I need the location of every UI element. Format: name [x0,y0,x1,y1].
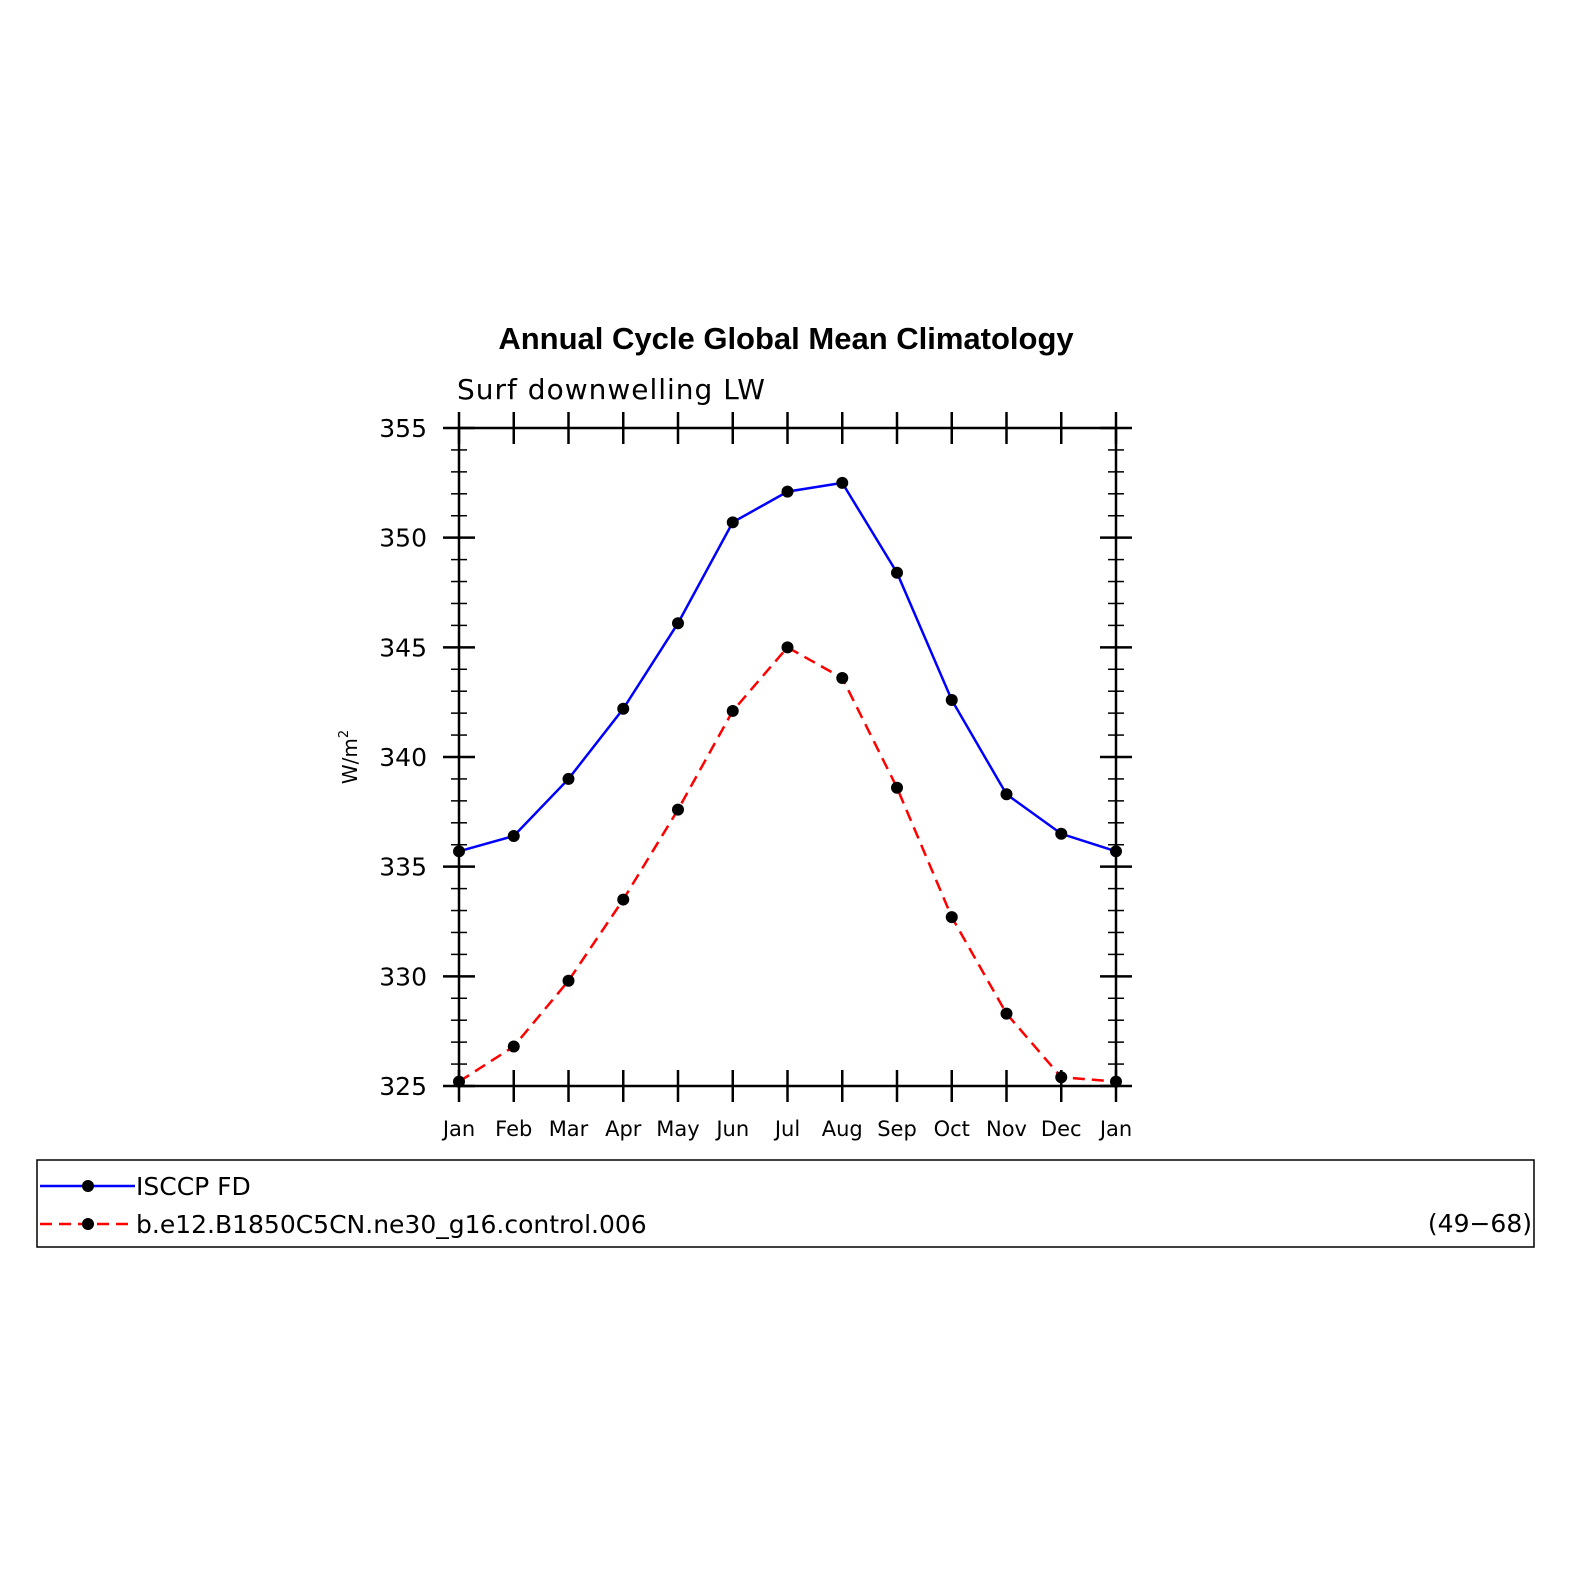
x-tick-label: Feb [495,1117,532,1141]
y-tick-label: 345 [379,633,427,662]
data-point [1000,788,1013,801]
data-point [836,476,849,489]
y-axis-label: W/m2 [337,730,362,784]
plot-border [457,426,1118,1088]
data-point [726,516,739,529]
x-tick-label: Nov [986,1117,1027,1141]
data-point [507,829,520,842]
legend-label: b.e12.B1850C5CN.ne30_g16.control.006 [136,1210,647,1239]
data-point [617,893,630,906]
x-tick-label: Apr [605,1117,642,1141]
data-point [617,702,630,715]
series-line [458,481,1117,853]
data-point [1055,827,1068,840]
y-tick-label: 350 [379,524,427,553]
data-point [726,704,739,717]
x-tick-label: Jan [441,1117,475,1141]
legend-marker [82,1218,94,1230]
legend-box [36,1159,1535,1248]
x-tick-label: Jul [773,1117,800,1141]
data-point [672,803,684,816]
chart-subtitle: Surf downwelling LW [457,373,766,406]
x-tick-label: Sep [877,1117,917,1141]
x-tick-label: May [656,1117,699,1141]
x-axis: Jan Feb Mar Apr May Jun Jul Aug Sep Oct Nov Dec Jan [441,412,1132,1141]
y-tick-label: 335 [379,853,427,882]
x-tick-label: Aug [822,1117,863,1141]
y-tick-label: 325 [379,1072,427,1101]
legend-marker [82,1180,94,1192]
data-point [891,566,903,579]
legend-entry-1: ISCCP FD [40,1172,251,1201]
data-point [945,693,958,706]
data-point [836,672,849,685]
x-tick-label: Jun [714,1117,749,1141]
data-point [781,485,794,498]
legend-note: (49−68) [1428,1209,1532,1238]
data-point [1110,845,1122,858]
series-1 [453,476,1122,858]
data-point [1000,1007,1013,1020]
data-point [507,1040,520,1053]
data-point [1055,1071,1068,1084]
x-tick-label: Mar [549,1117,589,1141]
x-tick-label: Oct [934,1117,970,1141]
legend-entry-2: b.e12.B1850C5CN.ne30_g16.control.006 [40,1210,647,1239]
data-point [891,781,903,794]
y-tick-label: 330 [379,962,427,991]
y-tick-label: 340 [379,743,427,772]
x-tick-label: Dec [1041,1117,1082,1141]
data-point [562,974,575,987]
series-2 [453,641,1122,1088]
data-point [781,641,794,654]
y-tick-label: 355 [379,414,427,443]
data-point [453,1075,465,1088]
plot-frame [457,426,1118,1088]
data-point [672,617,684,630]
series-layer [453,476,1122,1088]
data-point [453,845,465,858]
data-point [945,911,958,924]
y-axis: 325 330 335 340 345 350 355 [379,414,1132,1101]
chart-title: Annual Cycle Global Mean Climatology [498,321,1074,356]
series-line [458,645,1117,1083]
data-point [562,772,575,785]
x-tick-label: Jan [1098,1117,1132,1141]
legend: ISCCP FD b.e12.B1850C5CN.ne30_g16.control… [36,1159,1535,1248]
data-point [1110,1075,1122,1088]
legend-label: ISCCP FD [136,1172,251,1201]
